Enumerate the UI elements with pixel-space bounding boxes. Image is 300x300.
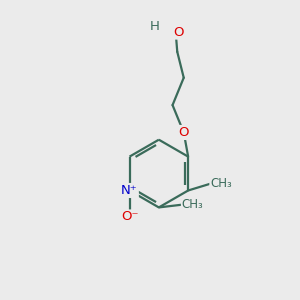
Text: O: O xyxy=(178,126,189,139)
Text: O: O xyxy=(173,26,184,39)
Text: CH₃: CH₃ xyxy=(182,198,204,211)
Text: H: H xyxy=(149,20,159,33)
Text: O⁻: O⁻ xyxy=(121,211,138,224)
Text: CH₃: CH₃ xyxy=(210,177,232,190)
Text: N⁺: N⁺ xyxy=(121,184,138,197)
